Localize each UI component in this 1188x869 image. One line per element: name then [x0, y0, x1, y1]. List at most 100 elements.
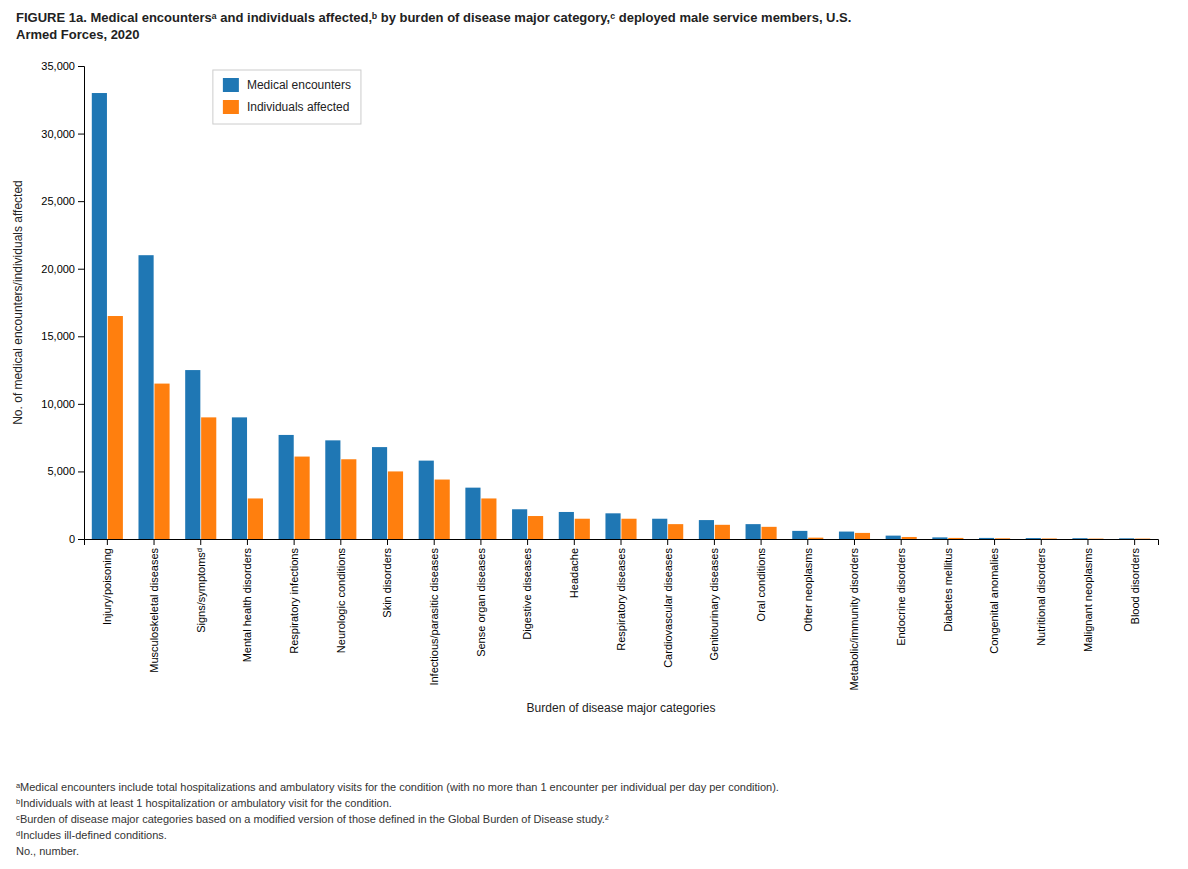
- title-line: Armed Forces, 2020: [16, 27, 140, 42]
- x-tick: Musculoskeletal diseases: [148, 539, 160, 673]
- y-tick: 10,000: [41, 398, 84, 410]
- x-tick-mark: [107, 539, 108, 545]
- x-tick: Skin disorders: [381, 539, 393, 618]
- x-tick: Mental health disorders: [241, 539, 253, 662]
- y-tick-label: 25,000: [41, 195, 75, 207]
- bar: [979, 538, 994, 539]
- x-tick-label: Mental health disorders: [241, 548, 253, 663]
- x-tick-mark: [480, 539, 481, 545]
- x-tick-label: Sense organ diseases: [475, 548, 487, 657]
- x-tick-label: Genitourinary diseases: [708, 548, 720, 661]
- x-tick-mark: [574, 539, 575, 545]
- x-tick-label: Skin disorders: [381, 548, 393, 618]
- bar: [715, 525, 730, 539]
- y-tick-mark: [78, 336, 84, 337]
- bar: [419, 461, 434, 539]
- bar: [388, 471, 403, 539]
- x-tick-mark: [340, 539, 341, 545]
- y-tick: 35,000: [41, 60, 84, 72]
- x-tick: Cardiovascular diseases: [662, 539, 674, 668]
- y-tick: 0: [69, 533, 84, 545]
- bar: [372, 447, 387, 539]
- y-tick: 5,000: [47, 465, 84, 477]
- bar-series: [92, 93, 1134, 539]
- y-tick-label: 15,000: [41, 330, 75, 342]
- bar: [201, 417, 216, 539]
- y-axis-title: No. of medical encounters/individuals af…: [11, 180, 25, 425]
- x-tick: Oral conditions: [755, 539, 767, 621]
- bar: [154, 384, 169, 539]
- y-axis: 0 5,000 10,000 15,000 20,000 25,000 30,000 35,0…: [41, 60, 84, 545]
- y-tick-mark: [78, 471, 84, 472]
- bar: [512, 509, 527, 539]
- x-tick-label: Neurologic conditions: [335, 548, 347, 654]
- footnote: ᵃMedical encounters include total hospit…: [16, 781, 779, 793]
- x-axis: Injury/poisoning Musculoskeletal diseases…: [85, 539, 1159, 690]
- x-tick-label: Endocrine disorders: [895, 548, 907, 646]
- y-tick-mark: [78, 539, 84, 540]
- x-tick: Other neoplasms: [802, 539, 814, 632]
- x-tick: Neurologic conditions: [335, 539, 347, 653]
- bar: [465, 488, 480, 539]
- footnote: ᵈIncludes ill-defined conditions.: [16, 829, 167, 841]
- y-tick-mark: [78, 269, 84, 270]
- x-tick-mark: [294, 539, 295, 545]
- bar: [902, 537, 917, 539]
- x-tick-mark: [387, 539, 388, 545]
- y-tick-label: 0: [69, 533, 75, 545]
- x-tick: Genitourinary diseases: [708, 539, 720, 661]
- bar: [948, 538, 963, 539]
- bar: [185, 370, 200, 539]
- x-tick-mark: [667, 539, 668, 545]
- bar: [325, 440, 340, 539]
- x-tick-label: Congenital anomalies: [988, 548, 1000, 654]
- x-tick-mark: [1041, 539, 1042, 545]
- legend-item: Individuals affected: [223, 100, 350, 114]
- bar: [699, 520, 714, 539]
- legend-swatch: [223, 78, 239, 92]
- x-tick-mark: [714, 539, 715, 545]
- legend-label: Medical encounters: [247, 78, 351, 92]
- y-tick: 20,000: [41, 263, 84, 275]
- footnote: No., number.: [16, 845, 79, 857]
- x-tick-label: Musculoskeletal diseases: [148, 548, 160, 673]
- bar: [995, 538, 1010, 539]
- legend-box: [213, 70, 361, 124]
- y-tick-label: 10,000: [41, 398, 75, 410]
- y-tick-mark: [78, 66, 84, 67]
- bar: [138, 255, 153, 539]
- x-tick-mark: [807, 539, 808, 545]
- x-tick: Metabolic/immunity disorders: [848, 539, 860, 690]
- bar: [528, 516, 543, 539]
- x-tick-label: Respiratory diseases: [615, 548, 627, 651]
- x-tick-mark: [761, 539, 762, 545]
- x-tick-mark: [434, 539, 435, 545]
- bar: [1088, 538, 1103, 539]
- bar: [855, 533, 870, 539]
- bar: [481, 498, 496, 539]
- x-tick: Infectious/parasitic diseases: [428, 539, 440, 686]
- bar: [1042, 538, 1057, 539]
- x-tick: Malignant neoplasms: [1082, 539, 1094, 652]
- x-tick: Headache: [568, 539, 580, 598]
- y-tick-mark: [78, 201, 84, 202]
- bar: [652, 519, 667, 539]
- x-tick-mark: [947, 539, 948, 545]
- x-tick: Congenital anomalies: [988, 539, 1000, 654]
- x-tick-label: Infectious/parasitic diseases: [428, 548, 440, 686]
- bar: [279, 435, 294, 539]
- x-tick: Endocrine disorders: [895, 539, 907, 646]
- x-tick-mark: [527, 539, 528, 545]
- bar: [435, 480, 450, 539]
- legend: Medical encounters Individuals affected: [213, 70, 361, 124]
- x-tick-label: Other neoplasms: [802, 548, 814, 632]
- x-tick: Blood disorders: [1129, 539, 1141, 624]
- bar: [575, 519, 590, 539]
- y-tick: 30,000: [41, 128, 84, 140]
- title: FIGURE 1a. Medical encountersᵃ and indiv…: [16, 10, 851, 42]
- bar: [559, 512, 574, 539]
- footnote: ᶜBurden of disease major categories base…: [16, 813, 609, 825]
- x-tick-label: Injury/poisoning: [101, 548, 113, 625]
- bar: [1135, 538, 1150, 539]
- bar: [341, 459, 356, 539]
